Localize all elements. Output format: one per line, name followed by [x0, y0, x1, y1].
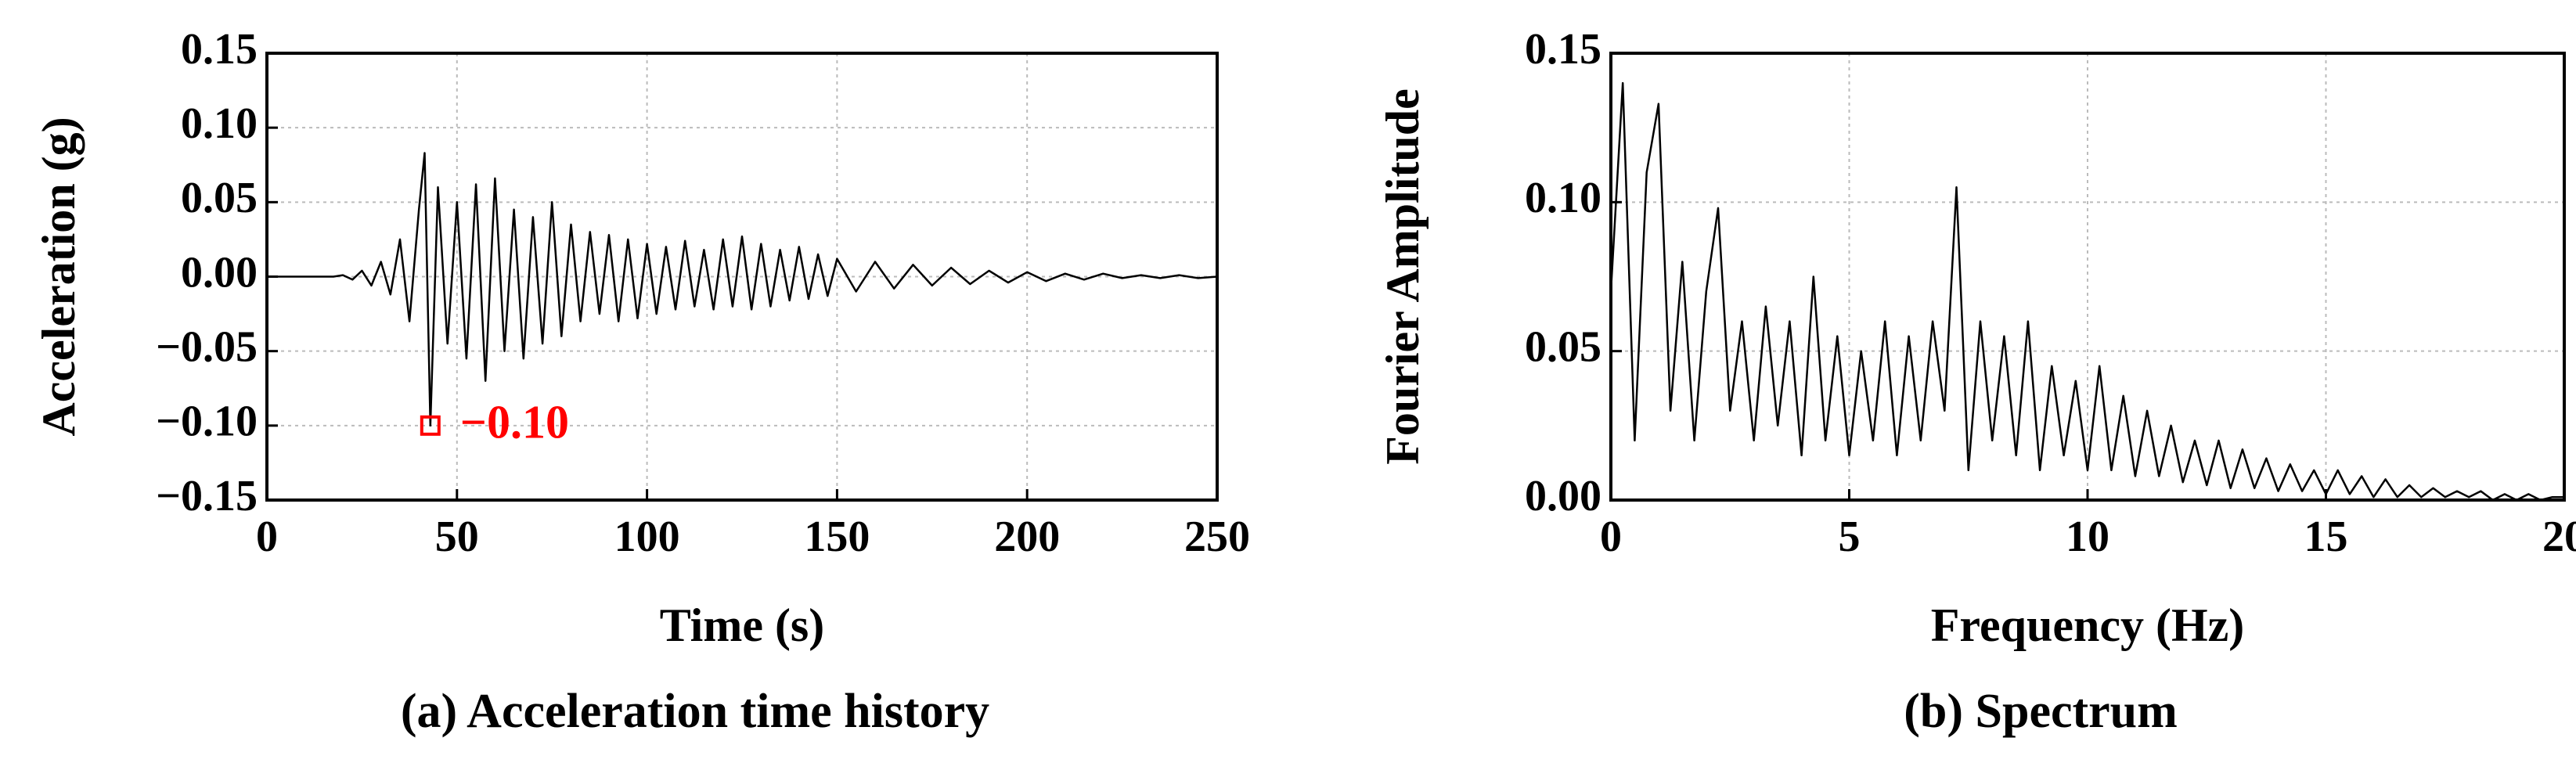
y-tick-label: −0.10 — [156, 398, 258, 446]
y-tick-label: 0.00 — [181, 248, 258, 297]
x-axis-label: Frequency (Hz) — [1931, 599, 2244, 651]
annotation-label: −0.10 — [460, 397, 569, 448]
y-tick-label: 0.10 — [1525, 174, 1601, 222]
x-tick-label: 50 — [435, 513, 479, 561]
y-tick-label: 0.15 — [1525, 25, 1601, 74]
y-axis-label: Fourier Amplitude — [1377, 88, 1429, 465]
x-tick-label: 200 — [994, 513, 1060, 561]
data-line — [1609, 81, 2564, 502]
plot-frame — [265, 52, 1219, 502]
y-tick-label: 0.05 — [181, 174, 258, 222]
caption: (a) Acceleration time history — [401, 685, 989, 738]
x-tick-label: 20 — [2542, 513, 2576, 561]
y-tick-label: 0.15 — [181, 25, 258, 74]
x-tick-label: 250 — [1184, 513, 1250, 561]
y-tick-label: −0.05 — [156, 323, 258, 372]
x-tick-label: 15 — [2304, 513, 2348, 561]
plot-frame — [1609, 52, 2566, 502]
x-axis-label: Time (s) — [660, 599, 825, 651]
data-line — [267, 152, 1218, 427]
y-tick-label: 0.00 — [1525, 472, 1601, 520]
x-tick-label: 150 — [804, 513, 870, 561]
y-tick-label: 0.05 — [1525, 323, 1601, 372]
y-tick-label: −0.15 — [156, 472, 258, 520]
x-tick-label: 10 — [2066, 513, 2109, 561]
x-tick-label: 5 — [1839, 513, 1861, 561]
x-tick-label: 0 — [256, 513, 278, 561]
x-tick-label: 100 — [614, 513, 680, 561]
y-axis-label: Acceleration (g) — [33, 117, 85, 436]
annotation-marker — [420, 415, 441, 436]
y-tick-label: 0.10 — [181, 99, 258, 148]
x-tick-label: 0 — [1600, 513, 1622, 561]
caption: (b) Spectrum — [1904, 685, 2178, 738]
